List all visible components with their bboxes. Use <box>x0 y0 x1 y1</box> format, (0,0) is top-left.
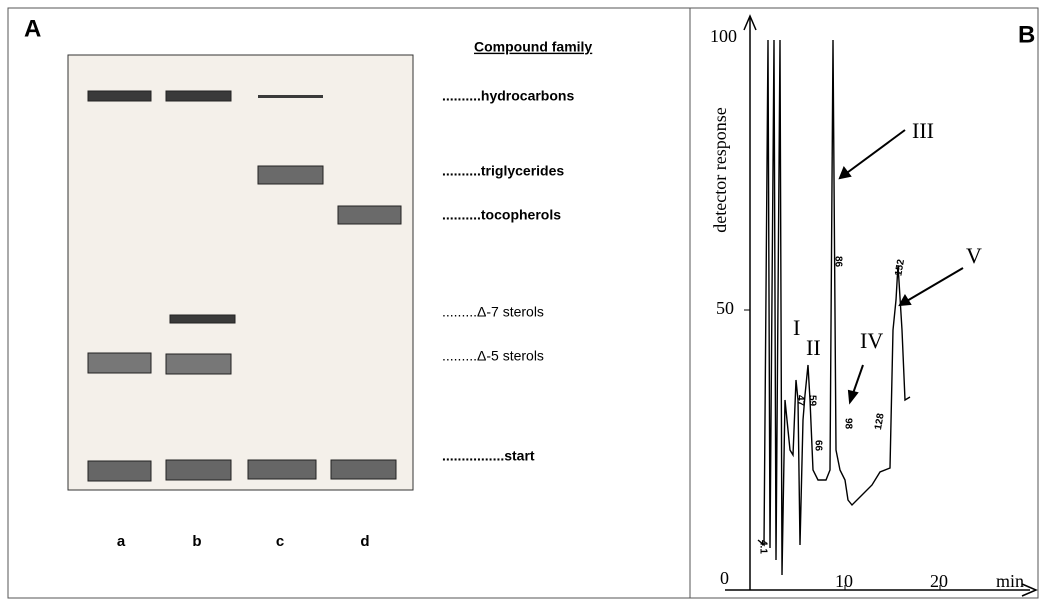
arrow-head <box>900 296 910 305</box>
ticks: 100 50 0 10 20 <box>710 26 948 591</box>
peak-label: 59 <box>806 395 817 407</box>
arrow-head <box>849 391 857 402</box>
lane-label: a <box>117 533 126 550</box>
page: A Compound family ..........hydrocarbons… <box>0 0 1041 607</box>
peak-label: 128 <box>873 412 887 431</box>
family-label: .........Δ-5 sterols <box>442 348 544 364</box>
family-label: ..........hydrocarbons <box>442 88 574 104</box>
annotation: III <box>912 118 934 143</box>
family-label: ................start <box>442 448 535 464</box>
band <box>258 166 323 184</box>
panel-label: A <box>24 15 41 42</box>
annotations: I II III IV V <box>793 118 982 360</box>
panel-label: B <box>1018 21 1035 48</box>
band <box>338 206 401 224</box>
peak-label: 4.1 <box>757 540 768 554</box>
figure: A Compound family ..........hydrocarbons… <box>0 0 1041 602</box>
annotation: I <box>793 315 800 340</box>
band <box>248 460 316 479</box>
annotation: V <box>966 243 982 268</box>
x-tick-label: 10 <box>835 571 853 591</box>
band <box>166 91 231 101</box>
peak-label: 98 <box>842 418 853 430</box>
lane-label: c <box>276 533 284 550</box>
tlc-plate <box>68 55 413 490</box>
annotation: II <box>806 335 821 360</box>
peak-label: 152 <box>893 258 907 277</box>
peak-label: 86 <box>832 256 843 268</box>
band <box>258 95 323 98</box>
y-axis-label: detector response <box>710 107 730 232</box>
family-labels: ..........hydrocarbons ..........triglyc… <box>442 88 574 464</box>
band <box>331 460 396 479</box>
band <box>88 461 151 481</box>
family-label: ..........triglycerides <box>442 163 564 179</box>
annotation: IV <box>860 328 883 353</box>
peak-label: 47 <box>794 395 805 407</box>
peak-label: 66 <box>812 440 823 452</box>
lane-label: d <box>360 533 369 550</box>
lane-labels: a b c d <box>117 533 370 550</box>
column-header: Compound family <box>474 39 592 55</box>
band <box>166 460 231 480</box>
band <box>88 353 151 373</box>
x-axis-label: min <box>996 571 1024 591</box>
peak-labels: 4.1 47 59 66 86 98 128 152 <box>757 256 907 554</box>
lane-label: b <box>192 533 201 550</box>
family-label: .........Δ-7 sterols <box>442 304 544 320</box>
arrow-head <box>840 168 850 178</box>
arrow <box>840 130 905 178</box>
y-tick-label: 100 <box>710 26 737 46</box>
x-tick-label: 0 <box>720 568 729 588</box>
band <box>88 91 151 101</box>
y-tick-label: 50 <box>716 298 734 318</box>
arrow <box>900 268 963 305</box>
family-label: ..........tocopherols <box>442 207 561 223</box>
band <box>166 354 231 374</box>
x-tick-label: 20 <box>930 571 948 591</box>
band <box>170 315 235 323</box>
chromatogram-trace <box>758 40 910 575</box>
